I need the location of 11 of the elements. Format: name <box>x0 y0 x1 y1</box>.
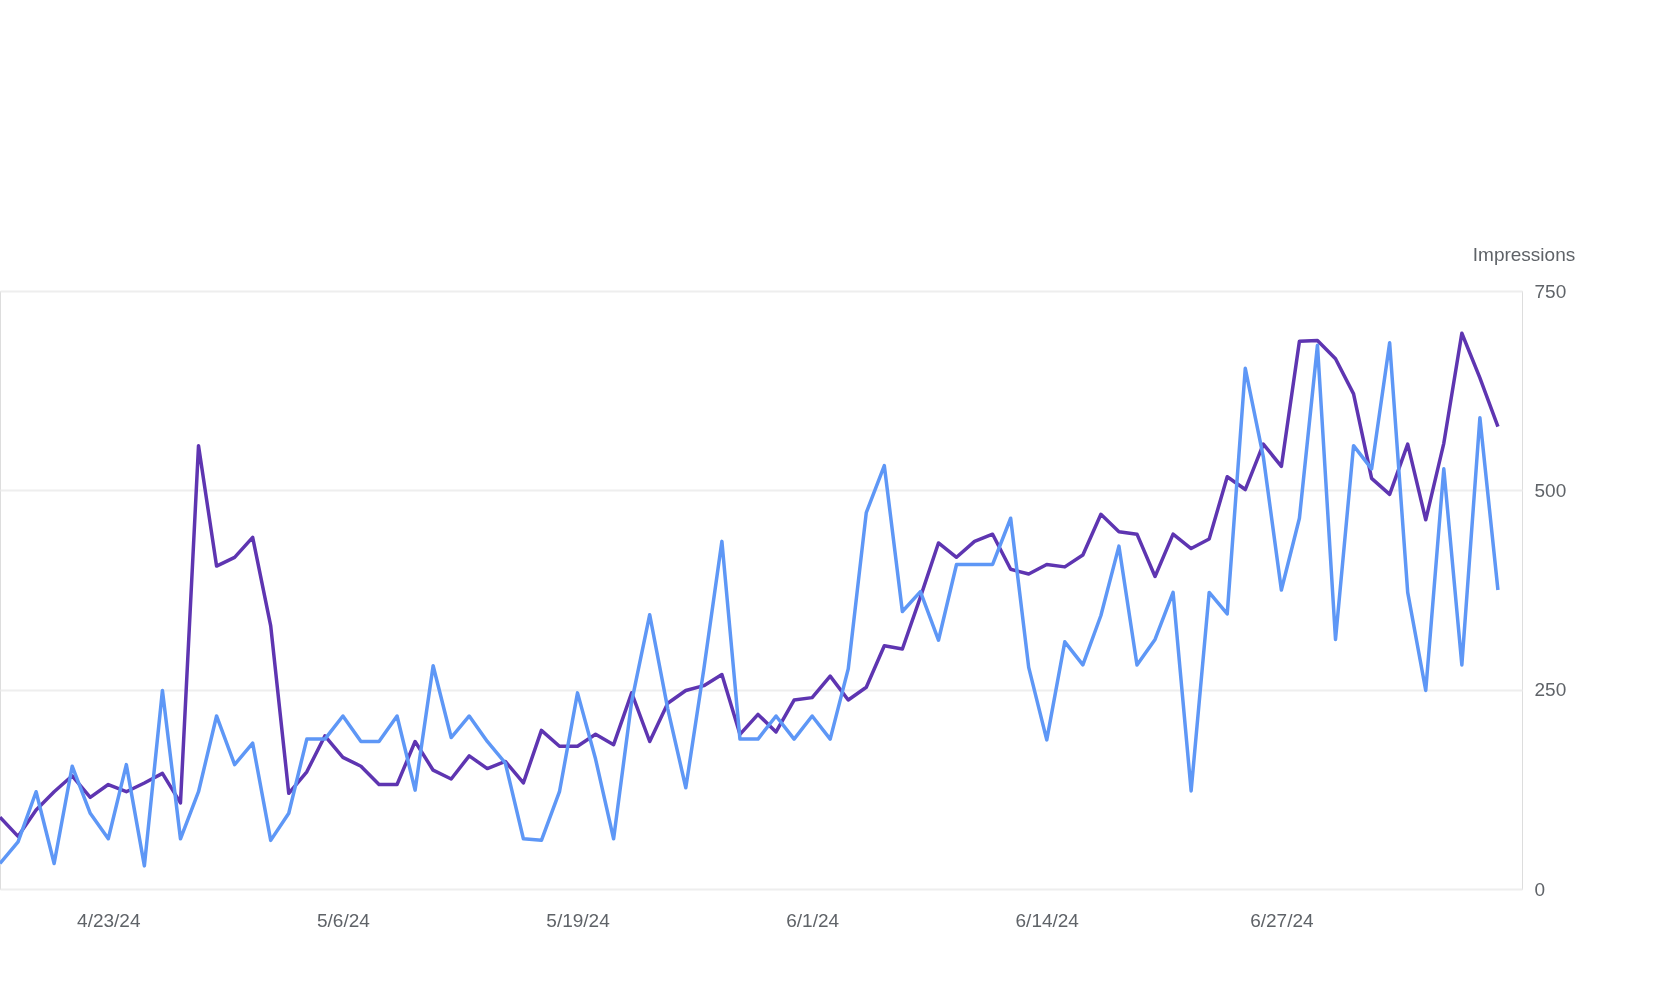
x-tick-label: 6/14/24 <box>1015 909 1080 931</box>
y-tick-label: 250 <box>1534 679 1567 701</box>
y-tick-label: 750 <box>1534 280 1567 302</box>
x-tick-label: 5/19/24 <box>546 909 611 931</box>
y-axis-title: Impressions <box>1472 244 1576 265</box>
y-tick-label: 0 <box>1534 878 1546 900</box>
x-tick-label: 6/27/24 <box>1250 909 1314 931</box>
x-tick-label: 4/23/24 <box>77 909 141 931</box>
x-tick-label: 5/6/24 <box>316 909 371 931</box>
x-tick-label: 6/1/24 <box>786 909 840 931</box>
y-tick-label: 500 <box>1534 479 1567 501</box>
